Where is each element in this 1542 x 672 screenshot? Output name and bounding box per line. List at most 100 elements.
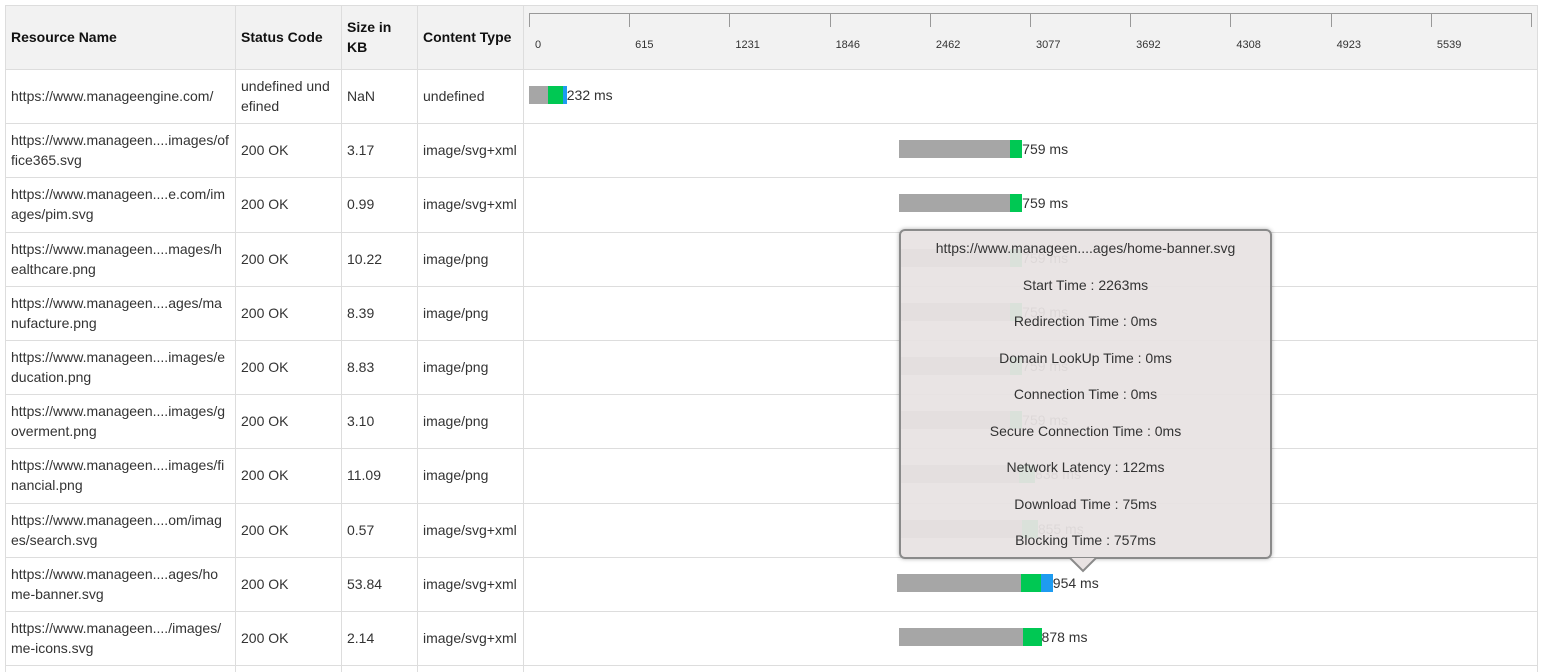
bar-latency (548, 86, 564, 104)
row-divider (5, 394, 1537, 396)
axis-tick-label: 4923 (1336, 39, 1362, 51)
cell-status: 200 OK (241, 304, 289, 321)
tooltip-line: Start Time : 2263ms (1022, 276, 1149, 293)
tooltip-line: Secure Connection Time : 0ms (989, 422, 1182, 439)
tooltip-line: Redirection Time : 0ms (1013, 313, 1158, 329)
tooltip-line: Network Latency : 122ms (1006, 459, 1165, 475)
row-divider (5, 177, 1537, 179)
column-header: Status Code (235, 5, 341, 69)
cell-size: 11.09 (347, 467, 381, 484)
bar-download (563, 86, 567, 104)
row-divider (5, 502, 1537, 504)
cell-status: 200 OK (241, 250, 289, 267)
row-divider (5, 448, 1537, 450)
axis-tick (629, 13, 631, 27)
column-divider (1537, 5, 1538, 672)
axis-tick-label: 2462 (935, 39, 961, 51)
cell-type: image/png (423, 304, 489, 321)
row-divider (5, 665, 1537, 667)
cell-size: 53.84 (347, 575, 383, 592)
axis-tick-label: 615 (635, 39, 654, 51)
column-header: Content Type (417, 5, 523, 69)
cell-type: image/svg+xml (423, 575, 517, 592)
bar-latency (1022, 628, 1042, 646)
cell-name: https://www.manageen....images/education… (11, 349, 225, 386)
cell-status: 200 OK (241, 467, 289, 484)
column-divider (235, 5, 236, 672)
axis-tick (829, 13, 831, 27)
column-divider (341, 5, 342, 672)
bar-download (1040, 573, 1053, 592)
duration-label: 954 ms (1052, 574, 1099, 591)
bar-blocking (898, 194, 1010, 213)
cell-status: 200 OK (241, 196, 289, 213)
axis-tick-label: 1231 (735, 39, 760, 51)
axis-tick (529, 13, 530, 27)
cell-status: 200 OK (241, 521, 289, 538)
cell-status: 200 OK (241, 630, 289, 647)
bar-blocking (529, 86, 549, 104)
bar-blocking (898, 140, 1010, 159)
cell-name: https://www.manageen....images/financial… (11, 457, 225, 494)
axis-tick-label: 3692 (1136, 39, 1161, 51)
cell-type: image/svg+xml (423, 142, 517, 159)
cell-status: undefined undefined (241, 78, 330, 115)
cell-type: image/svg+xml (423, 196, 517, 213)
cell-name: https://www.manageen..../images/me-icons… (11, 620, 222, 657)
axis-tick (729, 13, 731, 27)
cell-type: image/png (423, 250, 489, 267)
cell-name: https://www.manageen....images/goverment… (11, 403, 225, 440)
duration-label: 759 ms (1022, 141, 1069, 158)
axis-tick (1330, 13, 1332, 27)
duration-label: 759 ms (1022, 195, 1069, 212)
cell-name: https://www.manageen....e.com/images/pim… (11, 186, 225, 223)
column-divider (417, 5, 418, 672)
cell-size: 2.14 (347, 630, 375, 647)
tooltip-line: Download Time : 75ms (1014, 495, 1157, 512)
axis-tick-label: 3077 (1036, 39, 1061, 51)
cell-size: 3.10 (347, 413, 375, 430)
cell-size: 10.22 (347, 250, 383, 267)
cell-size: 8.83 (347, 359, 375, 376)
axis-end (1531, 13, 1532, 27)
cell-type: image/png (423, 413, 489, 430)
bar-latency (1009, 140, 1023, 159)
column-divider (523, 5, 524, 672)
cell-type: image/png (423, 359, 489, 376)
cell-size: 0.57 (347, 521, 375, 538)
row-divider (5, 340, 1537, 341)
cell-name: https://www.manageen....ages/home-banner… (11, 565, 219, 602)
cell-size: 0.99 (347, 196, 375, 213)
row-divider (5, 285, 1537, 287)
tooltip-line: Blocking Time : 757ms (1015, 532, 1156, 548)
cell-status: 200 OK (241, 413, 289, 430)
axis-tick (1130, 13, 1132, 27)
column-header: Resource Name (5, 5, 235, 69)
cell-type: image/png (423, 467, 489, 484)
axis-tick-label: 1846 (835, 39, 861, 51)
bar-blocking (898, 628, 1023, 646)
duration-label: 232 ms (566, 87, 613, 103)
cell-size: 8.39 (347, 304, 375, 321)
tooltip: https://www.manageen....ages/home-banner… (899, 229, 1272, 573)
tooltip-line: https://www.manageen....ages/home-banner… (935, 240, 1236, 256)
tooltip-line: Connection Time : 0ms (1013, 386, 1158, 402)
axis-tick (1430, 13, 1432, 27)
cell-name: https://www.manageen....om/images/search… (11, 511, 222, 548)
row-divider (5, 231, 1537, 233)
cell-type: image/svg+xml (423, 630, 517, 647)
column-header: Size in KB (341, 5, 417, 69)
cell-status: 200 OK (241, 575, 289, 592)
row-divider (5, 123, 1537, 125)
axis-tick (1030, 13, 1031, 27)
cell-status: 200 OK (241, 142, 289, 159)
cell-name: https://www.manageengine.com/ (11, 88, 214, 105)
row-divider (5, 5, 1537, 6)
cell-name: https://www.manageen....ages/manufacture… (11, 294, 222, 331)
row-divider (5, 69, 1537, 70)
axis-tick-label: 0 (535, 39, 542, 51)
cell-type: undefined (423, 88, 485, 105)
row-divider (5, 556, 1537, 558)
